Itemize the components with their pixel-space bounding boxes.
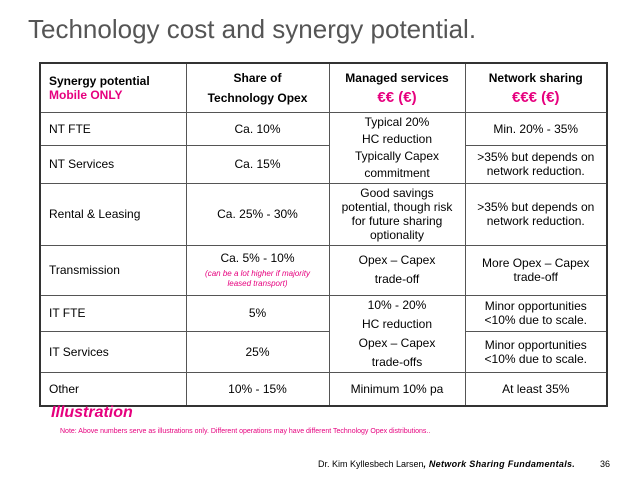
managed-text: trade-offs: [371, 354, 423, 369]
row-label: Transmission: [39, 244, 187, 296]
managed-text: Opex – Capex: [358, 253, 436, 267]
row-network: >35% but depends on network reduction.: [464, 144, 608, 184]
table-row: Rental & Leasing Ca. 25% - 30% Good savi…: [39, 182, 608, 246]
row-managed: Minimum 10% pa: [328, 371, 466, 407]
header-col1-line1: Synergy potential: [49, 73, 150, 88]
network-text: >35% but depends on: [477, 150, 595, 164]
row-label: Other: [39, 371, 187, 407]
illustration-label: Illustration: [51, 404, 133, 421]
network-text: More Opex – Capex: [482, 256, 590, 270]
managed-text: Typical 20%: [364, 114, 430, 129]
row-managed-merged: Typical 20% HC reduction Typically Capex…: [328, 111, 466, 184]
row-label: IT FTE: [39, 294, 187, 332]
header-managed-services: Managed services €€ (€): [328, 62, 466, 113]
network-text: >35% but depends on: [477, 200, 595, 214]
managed-text: Opex – Capex: [358, 335, 436, 350]
row-share: Ca. 25% - 30%: [185, 182, 330, 246]
row-network: Min. 20% - 35%: [464, 111, 608, 146]
header-col2-line2: Technology Opex: [207, 90, 308, 105]
header-col4-label: Network sharing: [488, 70, 583, 85]
network-text: Minor opportunities: [484, 337, 587, 352]
table-row: Other 10% - 15% Minimum 10% pa At least …: [39, 371, 608, 407]
network-text: <10% due to scale.: [484, 313, 587, 328]
row-label: IT Services: [39, 330, 187, 373]
row-share: 5%: [185, 294, 330, 332]
network-text: network reduction.: [486, 214, 585, 228]
row-network: >35% but depends on network reduction.: [464, 182, 608, 246]
share-note-line: leased transport): [227, 279, 288, 288]
table-row: Transmission Ca. 5% - 10% (can be a lot …: [39, 244, 608, 296]
row-share: Ca. 5% - 10% (can be a lot higher if maj…: [185, 244, 330, 296]
footer-separator: ,: [423, 459, 427, 469]
network-text: trade-off: [513, 270, 558, 284]
footnote: Note: Above numbers serve as illustratio…: [60, 428, 431, 435]
table-header-row: Synergy potential Mobile ONLY Share of T…: [39, 62, 608, 113]
page-title: Technology cost and synergy potential.: [28, 14, 477, 44]
row-label: Rental & Leasing: [39, 182, 187, 246]
row-managed: Good savings potential, though risk for …: [328, 182, 466, 246]
footer-series: Network Sharing Fundamentals.: [428, 459, 576, 469]
row-managed-merged: 10% - 20% HC reduction Opex – Capex trad…: [328, 294, 466, 373]
row-network: More Opex – Capex trade-off: [464, 244, 608, 296]
network-text: <10% due to scale.: [484, 351, 587, 366]
table-row: IT FTE 5% 10% - 20% HC reduction Opex – …: [39, 294, 608, 373]
share-text: Ca. 5% - 10%: [220, 251, 295, 265]
header-col1-line2: Mobile ONLY: [49, 87, 123, 102]
managed-text: for future sharing: [351, 214, 443, 228]
header-network-sharing: Network sharing €€€ (€): [464, 62, 608, 113]
managed-text: commitment: [364, 165, 430, 180]
footer-author: Dr. Kim Kyllesbech Larsen: [318, 459, 424, 469]
header-col2-line1: Share of: [233, 70, 282, 85]
table-row: IT Services 25% Minor opportunities <10%…: [39, 330, 608, 373]
managed-text: Typically Capex: [354, 148, 440, 163]
managed-text: potential, though risk: [341, 200, 453, 214]
managed-text: trade-off: [374, 272, 420, 286]
network-text: Minor opportunities: [484, 299, 587, 314]
header-share: Share of Technology Opex: [185, 62, 330, 113]
page-number: 36: [600, 459, 611, 469]
header-synergy-potential: Synergy potential Mobile ONLY: [39, 62, 187, 113]
share-note: (can be a lot higher if majority leased …: [191, 269, 325, 289]
row-share: 25%: [185, 330, 330, 373]
row-managed: Opex – Capex trade-off: [328, 244, 466, 296]
row-network: Minor opportunities <10% due to scale.: [464, 330, 608, 373]
row-share: Ca. 10%: [185, 111, 330, 146]
network-text: network reduction.: [486, 164, 585, 178]
row-network: At least 35%: [464, 371, 608, 407]
table-row: NT Services Ca. 15% >35% but depends on …: [39, 144, 608, 184]
share-note-line: (can be a lot higher if majority: [205, 269, 310, 278]
footer-credit: Dr. Kim Kyllesbech Larsen, Network Shari…: [318, 459, 575, 469]
header-col3-label: Managed services: [345, 70, 449, 85]
managed-text: HC reduction: [361, 316, 433, 331]
row-label: NT FTE: [39, 111, 187, 146]
row-network: Minor opportunities <10% due to scale.: [464, 294, 608, 332]
managed-text: HC reduction: [361, 131, 433, 146]
header-col3-euro: €€ (€): [377, 88, 417, 106]
table-row: NT FTE Ca. 10% Typical 20% HC reduction …: [39, 111, 608, 184]
managed-text: optionality: [369, 228, 425, 242]
header-col4-euro: €€€ (€): [511, 88, 560, 106]
managed-text: 10% - 20%: [367, 297, 427, 312]
synergy-table: Synergy potential Mobile ONLY Share of T…: [39, 62, 608, 407]
row-label: NT Services: [39, 144, 187, 184]
managed-text: Good savings: [360, 186, 434, 200]
row-share: 10% - 15%: [185, 371, 330, 407]
row-share: Ca. 15%: [185, 144, 330, 184]
